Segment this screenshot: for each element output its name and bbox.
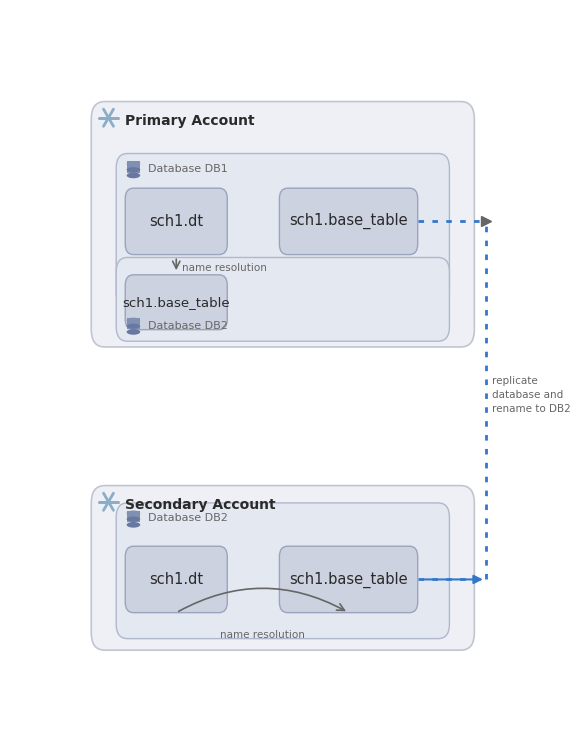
Bar — [126, 161, 140, 172]
Text: name resolution: name resolution — [220, 629, 305, 640]
Ellipse shape — [126, 329, 140, 334]
FancyBboxPatch shape — [91, 485, 474, 650]
FancyBboxPatch shape — [116, 257, 449, 341]
Text: sch1.base_table: sch1.base_table — [289, 572, 408, 587]
Text: Primary Account: Primary Account — [125, 114, 255, 128]
FancyBboxPatch shape — [91, 101, 474, 347]
Text: Database DB2: Database DB2 — [148, 513, 228, 523]
Ellipse shape — [126, 511, 140, 516]
FancyBboxPatch shape — [125, 546, 227, 613]
FancyBboxPatch shape — [280, 188, 418, 254]
Text: sch1.dt: sch1.dt — [149, 572, 204, 587]
FancyBboxPatch shape — [125, 188, 227, 254]
Text: name resolution: name resolution — [182, 262, 267, 272]
FancyArrowPatch shape — [178, 588, 345, 611]
Ellipse shape — [126, 172, 140, 178]
Text: sch1.base_table: sch1.base_table — [122, 296, 230, 309]
Ellipse shape — [126, 161, 140, 166]
Text: Database DB2: Database DB2 — [148, 321, 228, 331]
FancyBboxPatch shape — [116, 154, 449, 307]
Text: sch1.dt: sch1.dt — [149, 214, 204, 229]
Text: Secondary Account: Secondary Account — [125, 498, 276, 512]
Text: Database DB1: Database DB1 — [148, 164, 228, 174]
Ellipse shape — [126, 317, 140, 323]
Ellipse shape — [126, 324, 140, 328]
Text: sch1.base_table: sch1.base_table — [289, 213, 408, 230]
Text: replicate
database and
rename to DB2: replicate database and rename to DB2 — [493, 376, 571, 414]
Ellipse shape — [126, 167, 140, 172]
Ellipse shape — [126, 517, 140, 521]
FancyBboxPatch shape — [116, 503, 449, 639]
Ellipse shape — [126, 522, 140, 528]
FancyBboxPatch shape — [280, 546, 418, 613]
FancyBboxPatch shape — [125, 274, 227, 330]
Ellipse shape — [106, 116, 111, 120]
Bar — [126, 511, 140, 522]
Ellipse shape — [106, 500, 111, 504]
Bar — [126, 318, 140, 329]
